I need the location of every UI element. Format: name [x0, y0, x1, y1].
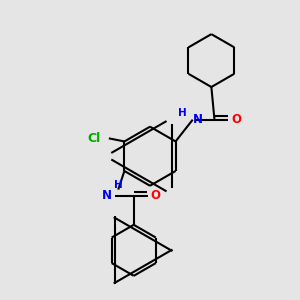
- Text: N: N: [193, 113, 203, 126]
- Text: O: O: [232, 113, 242, 126]
- Text: O: O: [151, 189, 161, 203]
- Text: N: N: [102, 189, 112, 203]
- Text: H: H: [113, 180, 122, 190]
- Text: H: H: [178, 108, 187, 118]
- Text: Cl: Cl: [88, 132, 101, 145]
